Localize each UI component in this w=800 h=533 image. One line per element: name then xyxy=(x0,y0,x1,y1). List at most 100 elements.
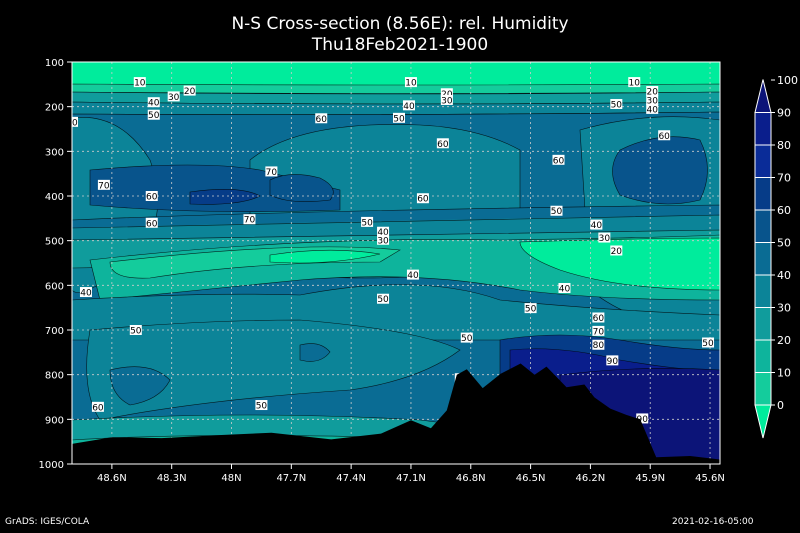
contour-label-bg xyxy=(592,339,605,350)
colorbar-label: 10 xyxy=(777,367,791,380)
colorbar-segment xyxy=(754,372,772,406)
x-tick-label: 45.6N xyxy=(695,473,725,484)
contour-label-text: 20 xyxy=(646,88,658,98)
contour-label: 60 xyxy=(315,113,328,125)
contour-label: 70 xyxy=(265,166,278,178)
contour-label-text: 30 xyxy=(599,234,611,244)
y-tick-label: 600 xyxy=(45,281,64,292)
contour-label-text: 30 xyxy=(646,96,658,106)
contour-label: 90 xyxy=(636,413,649,425)
contour-label-text: 30 xyxy=(377,236,389,246)
colorbar-segment xyxy=(754,274,772,308)
contour-label-text: 40 xyxy=(403,102,415,112)
contour-label-text: 60 xyxy=(66,118,78,128)
contour-label: 40 xyxy=(646,103,659,115)
contour-label: 80 xyxy=(592,339,605,351)
contour-label-bg xyxy=(416,193,429,204)
x-tick-label: 46.5N xyxy=(516,473,546,484)
contour-label-text: 60 xyxy=(92,403,104,413)
contour-label: 20 xyxy=(646,86,659,98)
contour-label-text: 60 xyxy=(146,219,158,229)
y-tick-label: 100 xyxy=(45,58,64,69)
contour-label-bg xyxy=(590,219,603,230)
band-60-pocket xyxy=(109,366,171,406)
contour-label-text: 50 xyxy=(148,111,160,121)
band-dry-top xyxy=(72,62,720,89)
contour-label-text: 10 xyxy=(405,79,417,89)
contour-label: 60 xyxy=(66,116,78,128)
contour-label-bg xyxy=(79,287,92,298)
contour-label-text: 50 xyxy=(702,339,714,349)
contour-label: 90 xyxy=(606,355,619,367)
contour-label: 60 xyxy=(91,401,104,413)
contour-label: 70 xyxy=(97,179,110,191)
contour-label: 40 xyxy=(377,226,390,238)
x-tick-label: 45.9N xyxy=(635,473,665,484)
contour-label: 50 xyxy=(702,337,715,349)
x-tick-label: 48N xyxy=(221,473,241,484)
contour-label-bg xyxy=(145,217,158,228)
contour-label-text: 50 xyxy=(361,218,373,228)
contour-label-bg xyxy=(392,112,405,123)
contour-label: 40 xyxy=(590,219,603,231)
colorbar-label: 70 xyxy=(777,172,791,185)
contour-label-bg xyxy=(558,283,571,294)
contour-label-text: 50 xyxy=(393,114,405,124)
contour-label-text: 40 xyxy=(646,105,658,115)
x-tick-label: 46.2N xyxy=(576,473,606,484)
contour-label-bg xyxy=(377,226,390,237)
colorbar-label: 30 xyxy=(777,302,791,315)
x-tick-label: 47.7N xyxy=(276,473,306,484)
contour-label-text: 40 xyxy=(148,99,160,109)
contour-label-bg xyxy=(147,109,160,120)
colorbar-segment xyxy=(754,112,772,146)
contour-label-bg xyxy=(440,88,453,99)
contour-label-text: 60 xyxy=(658,132,670,142)
contour-label: 60 xyxy=(436,138,449,150)
contour-label-bg xyxy=(406,269,419,280)
contour-label-text: 70 xyxy=(266,168,278,178)
contour-label-text: 50 xyxy=(461,334,473,344)
colorbar-label: 20 xyxy=(777,334,791,347)
contour-label: 50 xyxy=(550,205,563,217)
contour-label: 60 xyxy=(416,193,429,205)
plot-area: 1020304050607060604050607070605010203040… xyxy=(66,62,720,464)
contour-label-bg xyxy=(377,293,390,304)
contour-label: 50 xyxy=(255,400,268,412)
contour-label-bg xyxy=(404,77,417,88)
band-80-west xyxy=(189,189,261,205)
contour-label-text: 70 xyxy=(98,181,110,191)
y-tick-label: 800 xyxy=(45,371,64,382)
contour-label-text: 20 xyxy=(441,90,453,100)
y-tick-label: 1000 xyxy=(39,460,64,471)
contour-label-text: 60 xyxy=(553,156,565,166)
contour-label-bg xyxy=(646,94,659,105)
contour-label: 40 xyxy=(558,283,571,295)
contour-label-bg xyxy=(658,130,671,141)
band-60-cell xyxy=(299,343,331,362)
contour-label-text: 60 xyxy=(593,314,605,324)
contour-label-bg xyxy=(598,232,611,243)
contour-label-text: 20 xyxy=(184,87,196,97)
contour-label: 30 xyxy=(167,91,180,103)
colorbar-segment xyxy=(754,339,772,373)
contour-label-bg xyxy=(402,100,415,111)
contour-label-text: 30 xyxy=(168,93,180,103)
contour-label-bg xyxy=(436,138,449,149)
contour-label-bg xyxy=(315,113,328,124)
contour-label-text: 10 xyxy=(629,79,641,89)
contour-label-bg xyxy=(377,234,390,245)
contour-label-text: 40 xyxy=(591,221,603,231)
contour-label: 60 xyxy=(145,217,158,229)
contour-label-text: 50 xyxy=(130,327,142,337)
x-tick-label: 48.3N xyxy=(157,473,187,484)
contour-label-bg xyxy=(129,325,142,335)
colorbar-segment xyxy=(754,307,772,341)
contour-label: 60 xyxy=(145,191,158,203)
colorbar-segment xyxy=(754,177,772,211)
plot-frame xyxy=(71,61,721,465)
contour-label: 50 xyxy=(129,325,142,337)
contour-label-bg xyxy=(147,97,160,108)
contour-label-bg xyxy=(592,312,605,323)
